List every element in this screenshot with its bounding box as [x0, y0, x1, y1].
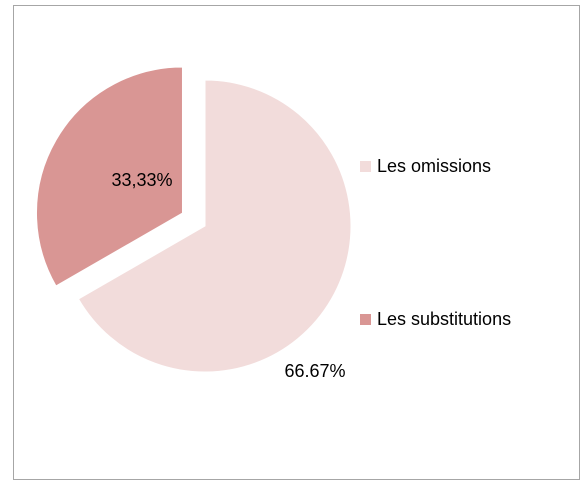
pie-slice	[36, 66, 183, 287]
pie-slice	[77, 79, 352, 373]
data-label: 66.67%	[284, 361, 345, 381]
legend-label: Les omissions	[377, 156, 491, 176]
legend-label: Les substitutions	[377, 309, 511, 329]
legend-swatch	[360, 314, 371, 325]
legend-swatch	[360, 161, 371, 172]
data-label: 33,33%	[111, 170, 172, 190]
